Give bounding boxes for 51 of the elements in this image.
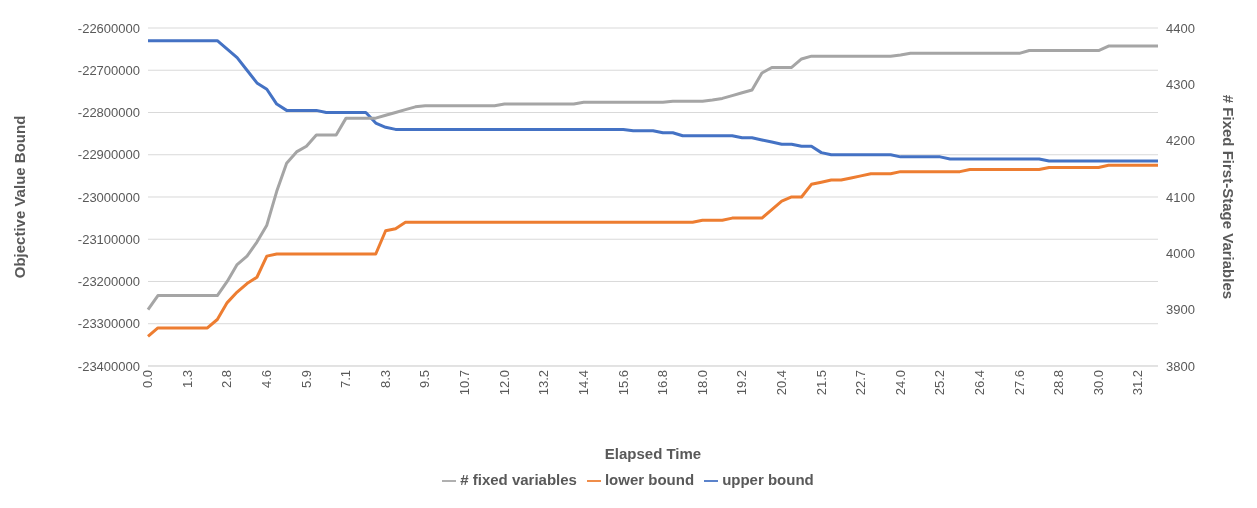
y2-tick-label: 3800	[1166, 358, 1195, 374]
x-tick-label: 7.1	[338, 369, 354, 389]
x-tick-label: 0.0	[140, 369, 156, 389]
line-series	[146, 39, 1160, 163]
x-tick-label: 10.7	[457, 369, 473, 396]
x-tick-label: 28.8	[1051, 369, 1067, 396]
x-tick-label: 20.4	[773, 369, 789, 396]
y-tick-label: -22700000	[77, 62, 140, 78]
x-tick-label: 26.4	[971, 369, 987, 396]
y2-tick-label: 4100	[1166, 189, 1195, 205]
y2-tick-label: 4000	[1166, 245, 1195, 261]
y2-tick-label: 4400	[1166, 20, 1195, 36]
y2-tick-label: 4300	[1166, 76, 1195, 92]
legend-label: # fixed variables	[460, 470, 577, 488]
y-tick-label: -23000000	[77, 189, 140, 205]
x-tick-label: 8.3	[377, 369, 393, 389]
x-tick-label: 19.2	[734, 369, 750, 396]
x-tick-label: 24.0	[892, 369, 908, 396]
x-tick-label: 12.0	[496, 369, 512, 396]
x-tick-label: 1.3	[179, 369, 195, 389]
x-tick-label: 9.5	[417, 369, 433, 389]
x-tick-label: 4.6	[259, 369, 275, 389]
x-tick-label: 31.2	[1130, 369, 1146, 396]
legend-label: lower bound	[604, 470, 695, 488]
x-tick-label: 27.6	[1011, 369, 1027, 396]
x-tick-label: 2.8	[219, 369, 235, 389]
line-series	[146, 44, 1160, 312]
x-tick-label: 25.2	[932, 369, 948, 396]
x-tick-label: 13.2	[536, 369, 552, 396]
x-tick-label: 30.0	[1090, 369, 1106, 396]
y-tick-label: -23300000	[77, 316, 140, 332]
x-axis-title: Elapsed Time	[604, 444, 702, 462]
y-tick-label: -22900000	[77, 147, 140, 163]
line-series	[146, 163, 1160, 338]
y2-tick-label: 4200	[1166, 133, 1195, 149]
y2-axis-title: # Fixed First-Stage Variables	[1219, 94, 1237, 300]
y-tick-label: -23400000	[77, 358, 140, 374]
x-tick-label: 21.5	[813, 369, 829, 396]
x-tick-label: 15.6	[615, 369, 631, 396]
y-tick-label: -23200000	[77, 274, 140, 290]
y-tick-label: -23100000	[77, 231, 140, 247]
y-tick-label: -22800000	[77, 105, 140, 121]
x-tick-label: 18.0	[694, 369, 710, 396]
x-tick-label: 5.9	[298, 369, 314, 389]
y2-tick-label: 3900	[1166, 302, 1195, 318]
y-tick-label: -22600000	[77, 20, 140, 36]
legend-label: upper bound	[722, 470, 814, 488]
x-tick-label: 14.4	[575, 369, 591, 396]
x-tick-label: 16.8	[655, 369, 671, 396]
y-axis-title: Objective Value Bound	[11, 115, 29, 279]
x-tick-label: 22.7	[853, 369, 869, 396]
